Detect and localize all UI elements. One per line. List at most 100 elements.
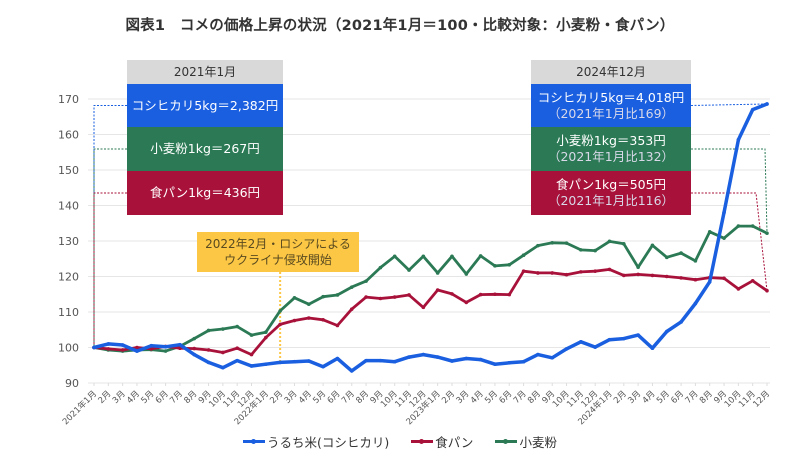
data-point-flour (221, 327, 225, 331)
data-point-bread (536, 271, 540, 275)
y-tick-label: 150 (58, 164, 79, 177)
data-point-flour (593, 248, 597, 253)
legend: うるち米(コシヒカリ) 食パン 小麦粉 (0, 432, 800, 451)
data-point-bread (306, 316, 311, 320)
data-point-bread (364, 295, 368, 299)
data-point-rice (521, 359, 526, 364)
data-point-flour (550, 240, 555, 245)
legend-item-rice: うるち米(コシヒカリ) (243, 432, 389, 451)
data-point-flour (278, 309, 282, 313)
data-point-bread (192, 346, 197, 351)
data-point-bread (722, 276, 726, 281)
y-tick-label: 90 (65, 377, 79, 390)
right-box-rice-ratio: （2021年1月比169） (547, 105, 675, 121)
data-point-rice (335, 356, 340, 361)
data-point-rice (679, 320, 683, 324)
data-point-rice (622, 336, 626, 341)
data-point-bread (693, 277, 698, 282)
data-point-rice (264, 362, 268, 366)
right-box-flour-value: 小麦粉1kg＝353円 (556, 133, 666, 148)
data-point-flour (407, 268, 411, 272)
data-point-bread (736, 287, 741, 291)
start-connector-rice (93, 105, 127, 348)
y-tick-label: 140 (58, 200, 79, 213)
data-point-rice (564, 347, 569, 351)
data-point-rice (149, 343, 154, 348)
data-point-bread (292, 318, 297, 323)
data-point-flour (707, 229, 712, 234)
data-point-rice (163, 344, 168, 349)
data-point-flour (636, 265, 640, 270)
data-point-rice (92, 345, 96, 350)
data-point-rice (364, 358, 368, 363)
data-point-rice (249, 364, 254, 368)
legend-bread-label: 食パン (435, 435, 474, 450)
data-point-flour (206, 328, 211, 333)
left-box-bread: 食パン1kg＝436円 (127, 171, 283, 215)
end-connector-bread (691, 192, 768, 291)
data-point-bread (264, 335, 268, 340)
data-point-flour (235, 324, 239, 329)
data-point-flour (349, 285, 354, 289)
series-line-rice (92, 102, 769, 373)
data-point-bread (564, 272, 569, 277)
data-point-rice (306, 359, 311, 363)
data-point-rice (206, 360, 211, 365)
data-point-rice (507, 360, 512, 365)
data-point-flour (507, 262, 512, 267)
data-point-flour (163, 349, 168, 353)
data-point-rice (378, 358, 383, 363)
data-point-rice (464, 356, 469, 361)
data-point-flour (335, 293, 340, 297)
y-tick-label: 130 (58, 235, 79, 248)
start-connector-flour (93, 148, 127, 348)
data-point-flour (679, 251, 683, 255)
data-point-rice (493, 362, 497, 366)
legend-bread-swatch (411, 439, 434, 444)
data-point-flour (664, 255, 669, 260)
data-point-rice (750, 107, 755, 112)
end-connector-rice (690, 103, 768, 106)
data-point-bread (550, 271, 555, 275)
data-point-rice (407, 355, 411, 359)
data-point-bread (493, 292, 497, 297)
data-point-rice (536, 352, 540, 357)
right-box-flour: 小麦粉1kg＝353円 （2021年1月比132） (531, 127, 691, 171)
data-point-flour (321, 294, 325, 299)
left-box-flour: 小麦粉1kg＝267円 (127, 127, 283, 171)
left-box-header: 2021年1月 (127, 60, 283, 84)
data-point-flour (622, 242, 626, 246)
data-point-flour (378, 265, 383, 270)
annotation-line-2: ウクライナ侵攻開始 (224, 253, 332, 267)
annotation-line-1: 2022年2月・ロシアによる (205, 237, 351, 251)
data-point-bread (106, 347, 111, 351)
data-point-bread (679, 276, 683, 280)
y-tick-label: 100 (58, 342, 79, 355)
data-point-flour (192, 336, 197, 341)
data-point-rice (221, 365, 225, 370)
data-point-rice (106, 342, 111, 346)
data-point-bread (221, 350, 225, 355)
data-point-bread (206, 348, 211, 352)
data-point-bread (349, 307, 354, 311)
data-point-rice (392, 359, 397, 364)
data-point-bread (478, 292, 483, 297)
legend-item-bread: 食パン (411, 432, 473, 451)
data-point-bread (407, 293, 411, 297)
right-box-bread: 食パン1kg＝505円 （2021年1月比116） (531, 171, 691, 215)
end-connector-flour (691, 148, 768, 234)
data-point-bread (636, 272, 640, 277)
right-box-flour-ratio: （2021年1月比132） (547, 149, 675, 164)
data-point-flour (264, 330, 268, 335)
data-point-flour (435, 271, 440, 275)
data-point-flour (736, 224, 741, 228)
data-point-rice (579, 340, 583, 344)
data-point-rice (736, 138, 741, 142)
data-point-rice (450, 359, 454, 363)
data-point-bread (593, 269, 597, 273)
data-point-bread (765, 288, 769, 293)
data-point-rice (722, 210, 726, 215)
data-point-bread (120, 348, 125, 352)
data-point-bread (521, 269, 526, 273)
data-point-flour (421, 254, 426, 259)
